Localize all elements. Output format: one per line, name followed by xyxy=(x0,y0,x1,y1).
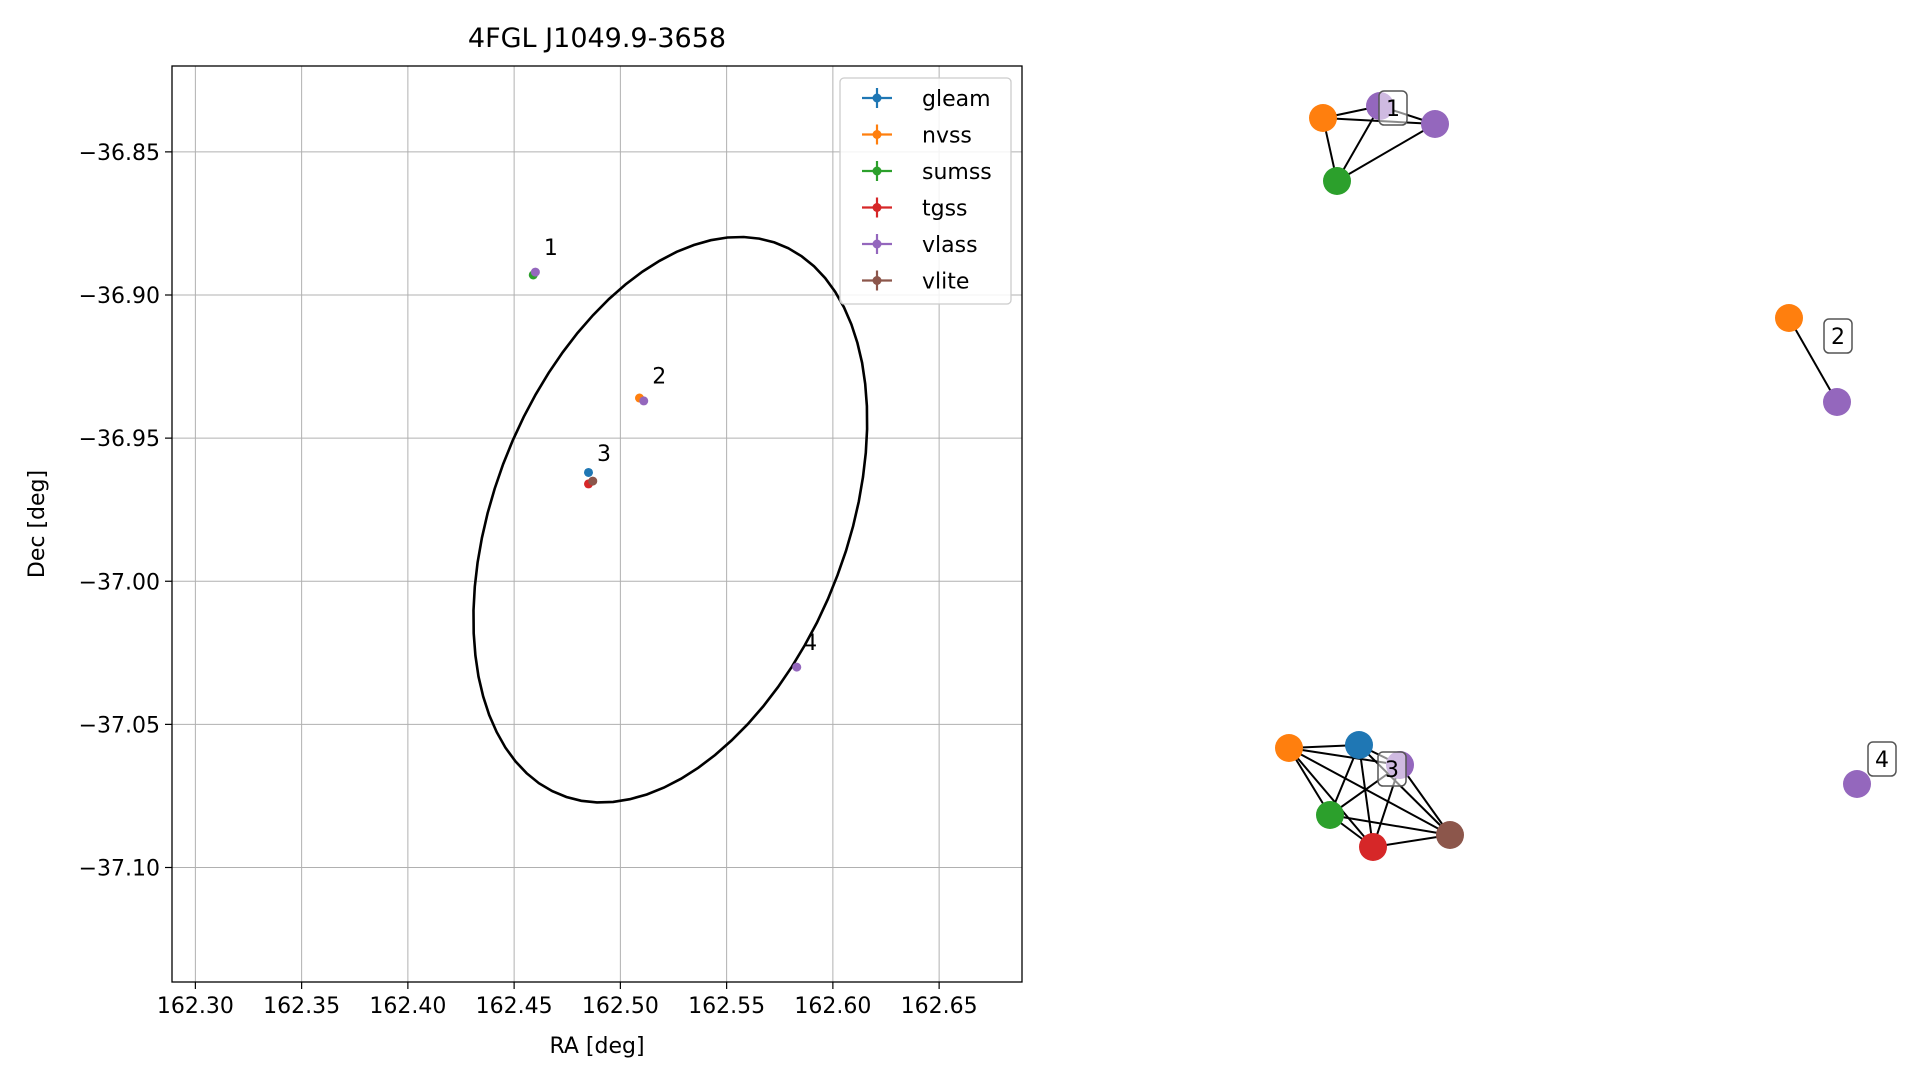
network-edge xyxy=(1788,317,1838,403)
x-axis-label: RA [deg] xyxy=(549,1034,644,1059)
x-tick-label: 162.35 xyxy=(263,994,340,1019)
x-tick-label: 162.60 xyxy=(794,994,871,1019)
x-tick-label: 162.45 xyxy=(476,994,553,1019)
y-tick-label: −36.85 xyxy=(79,141,160,166)
legend-marker-dot xyxy=(872,93,882,103)
network-edge xyxy=(1336,123,1436,182)
network-node-vlass xyxy=(1823,388,1851,416)
network-edge xyxy=(1358,744,1374,848)
network-graph: 1 2 3 4 xyxy=(1275,90,1897,861)
network-label-text: 3 xyxy=(1385,758,1399,783)
network-node-gleam xyxy=(1345,731,1373,759)
point-vlass xyxy=(792,662,802,672)
point-gleam xyxy=(584,467,593,477)
error-ellipse-layer xyxy=(472,235,869,804)
plot-frame xyxy=(171,65,1023,983)
network-node-nvss xyxy=(1775,304,1803,332)
network-group-label: 4 xyxy=(1867,741,1897,777)
network-edge xyxy=(1399,764,1451,836)
network-node-sumss xyxy=(1323,167,1351,195)
point-annotation: 3 xyxy=(597,442,611,467)
x-tick-label: 162.65 xyxy=(901,994,978,1019)
legend: gleam nvss sumss tgss vlass vlite xyxy=(839,77,1012,305)
network-group-label: 1 xyxy=(1378,90,1408,126)
network-edge xyxy=(1288,747,1451,836)
y-tick-label: −37.05 xyxy=(79,713,160,738)
y-tick-label: −37.10 xyxy=(79,857,160,882)
network-label-box xyxy=(1867,741,1897,777)
network-node-vlite xyxy=(1436,821,1464,849)
network-group-labels: 1 2 3 4 xyxy=(1377,90,1897,787)
point-vlass xyxy=(530,267,540,277)
error-ellipse xyxy=(472,235,869,804)
legend-label-vlite: vlite xyxy=(922,270,969,295)
network-group-label: 2 xyxy=(1823,318,1853,354)
legend-label-tgss: tgss xyxy=(922,197,968,222)
chart-title: 4FGL J1049.9-3658 xyxy=(468,23,726,54)
x-axis-ticks: 162.30 162.35 162.40 162.45 162.50 162.55 162.… xyxy=(157,982,978,1019)
network-label-text: 4 xyxy=(1875,748,1889,773)
network-node-nvss xyxy=(1309,104,1337,132)
network-label-box xyxy=(1823,318,1853,354)
network-edge xyxy=(1358,744,1451,836)
y-tick-label: −36.95 xyxy=(79,427,160,452)
y-tick-label: −36.90 xyxy=(79,284,160,309)
network-label-box xyxy=(1377,751,1407,787)
legend-label-vlass: vlass xyxy=(922,233,978,258)
legend-marker-dot xyxy=(872,239,882,249)
legend-entries: gleam nvss sumss tgss vlass vlite xyxy=(862,87,992,295)
legend-marker-dot xyxy=(872,276,882,285)
point-annotation: 2 xyxy=(652,365,666,390)
network-edge xyxy=(1329,814,1451,836)
x-tick-label: 162.40 xyxy=(369,994,446,1019)
point-vlass xyxy=(639,396,649,406)
data-points xyxy=(528,267,802,672)
network-label-text: 1 xyxy=(1386,97,1400,122)
legend-label-sumss: sumss xyxy=(922,160,992,185)
x-tick-label: 162.55 xyxy=(688,994,765,1019)
x-tick-label: 162.30 xyxy=(157,994,234,1019)
network-label-box xyxy=(1378,90,1408,126)
legend-label-gleam: gleam xyxy=(922,87,991,112)
network-edge xyxy=(1288,747,1374,848)
x-tick-label: 162.50 xyxy=(582,994,659,1019)
point-vlite xyxy=(588,476,598,486)
network-group-label: 3 xyxy=(1377,751,1407,787)
y-tick-label: −37.00 xyxy=(79,570,160,595)
y-axis-label: Dec [deg] xyxy=(25,470,50,578)
network-node-tgss xyxy=(1359,833,1387,861)
network-node-sumss xyxy=(1316,801,1344,829)
legend-marker-dot xyxy=(872,130,882,139)
legend-marker-dot xyxy=(872,203,882,212)
network-node-vlass xyxy=(1843,770,1871,798)
point-annotation: 1 xyxy=(544,236,558,261)
network-label-text: 2 xyxy=(1831,325,1845,350)
network-node-nvss xyxy=(1275,734,1303,762)
point-annotations: 1 2 3 4 xyxy=(544,236,817,656)
point-annotation: 4 xyxy=(803,631,817,656)
y-axis-ticks: −36.85 −36.90 −36.95 −37.00 −37.05 −37.10 xyxy=(79,141,172,882)
legend-label-nvss: nvss xyxy=(922,124,972,149)
network-node-vlass xyxy=(1421,110,1449,138)
legend-marker-dot xyxy=(872,166,882,176)
network-edge xyxy=(1336,105,1381,182)
